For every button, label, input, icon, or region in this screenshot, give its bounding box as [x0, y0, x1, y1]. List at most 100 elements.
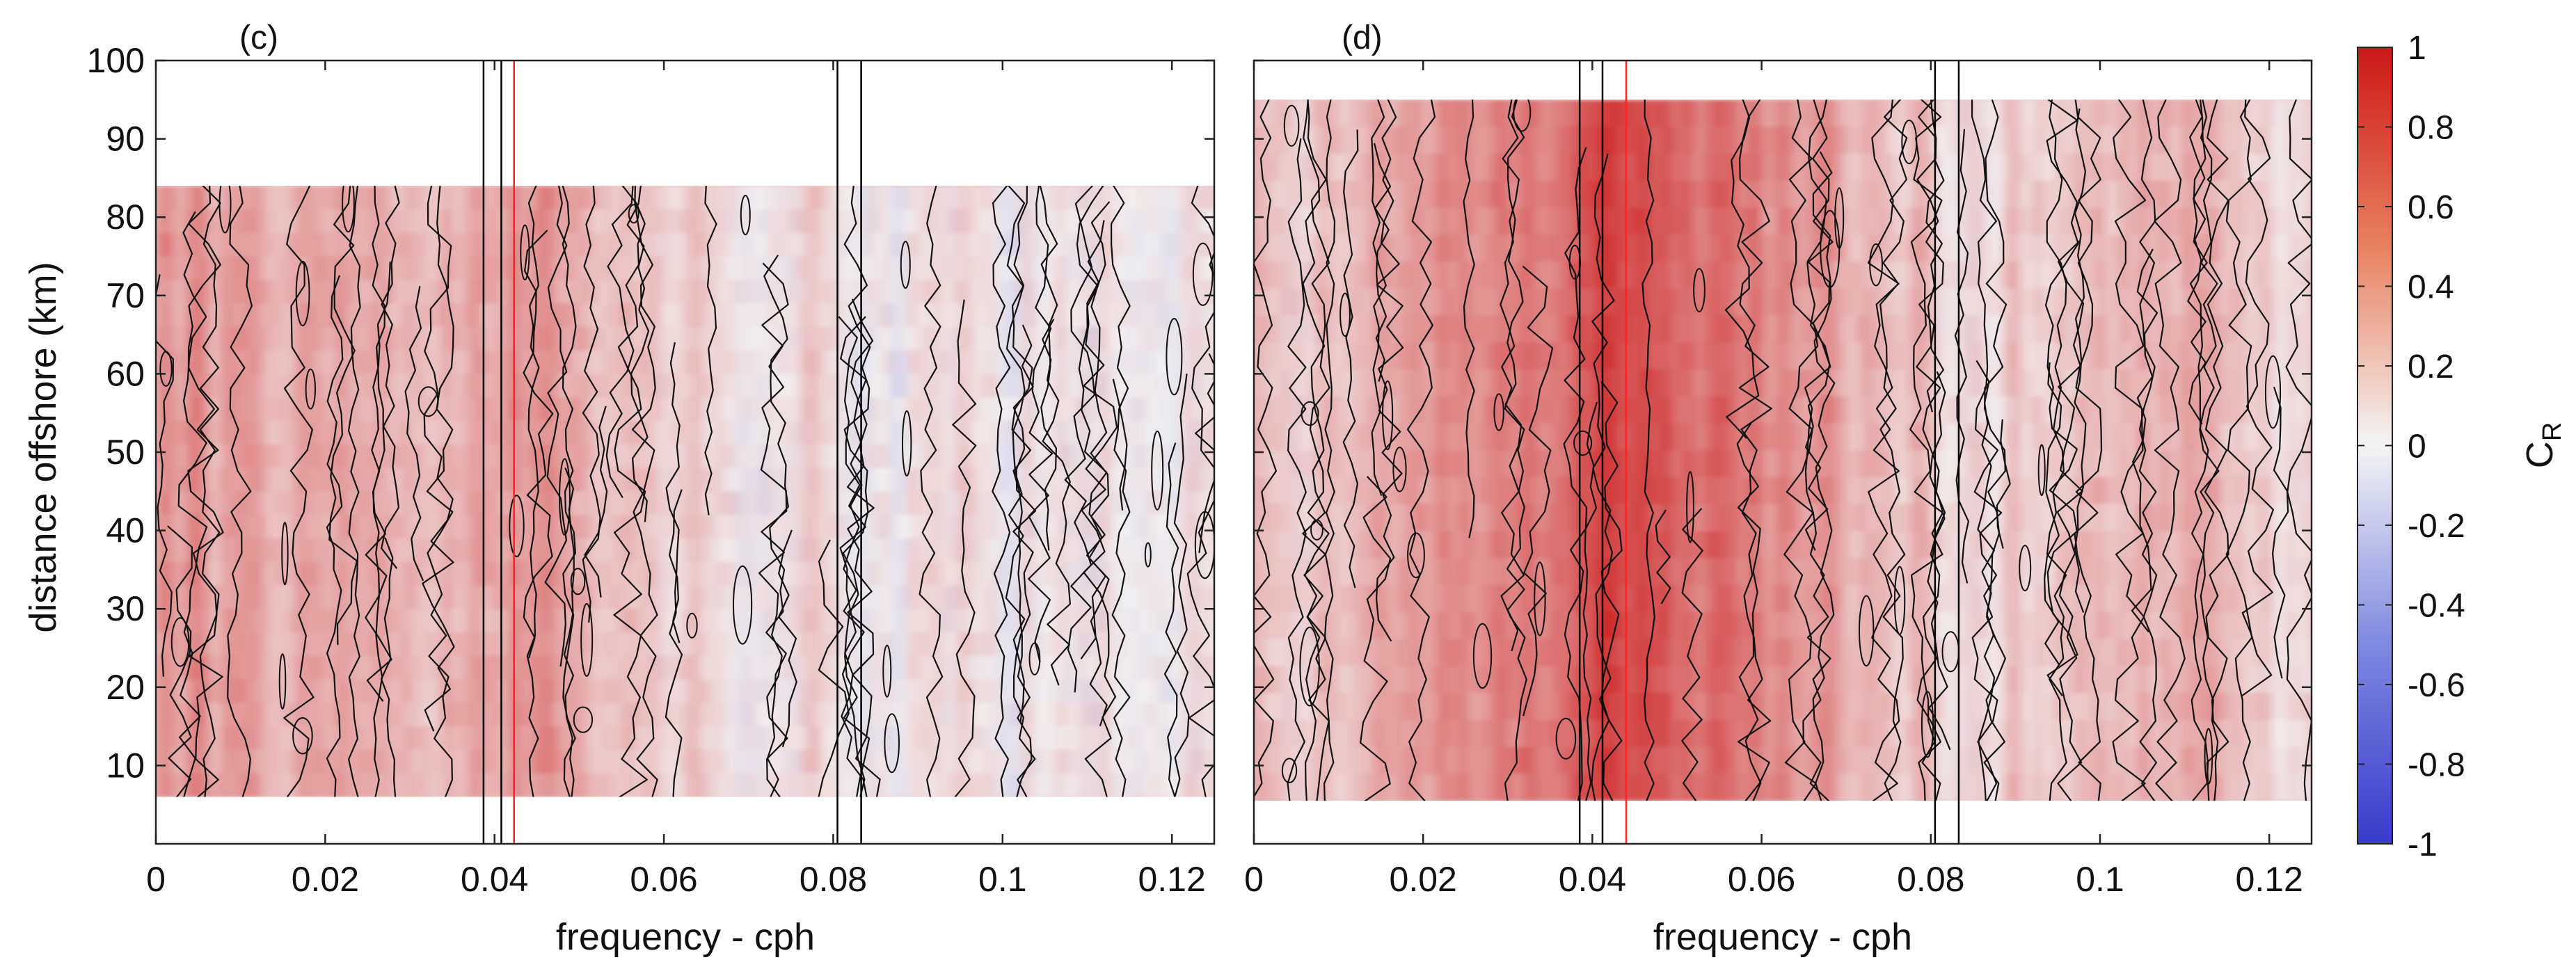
heatmap-cell	[168, 515, 173, 539]
heatmap-cell	[494, 280, 499, 305]
heatmap-cell	[252, 232, 257, 257]
heatmap-cell	[377, 609, 382, 633]
heatmap-cell	[532, 350, 536, 375]
heatmap-cell	[786, 515, 791, 539]
heatmap-cell	[903, 632, 908, 657]
heatmap-cell	[248, 632, 253, 657]
heatmap-cell	[218, 491, 223, 516]
heatmap-cell	[740, 515, 745, 539]
heatmap-cell	[607, 420, 612, 445]
heatmap-cell	[728, 749, 733, 774]
heatmap-cell	[753, 420, 758, 445]
heatmap-cell	[703, 749, 708, 774]
heatmap-cell	[686, 655, 691, 680]
heatmap-cell	[678, 467, 683, 493]
heatmap-cell	[665, 326, 670, 351]
heatmap-cell	[774, 561, 779, 586]
heatmap-cell	[315, 609, 319, 633]
heatmap-cell	[323, 467, 328, 493]
heatmap-cell	[202, 773, 207, 797]
heatmap-cell	[185, 679, 190, 704]
heatmap-cell	[874, 186, 879, 210]
heatmap-cell	[711, 256, 716, 281]
heatmap-cell	[937, 585, 941, 610]
heatmap-cell	[878, 491, 883, 516]
heatmap-cell	[202, 726, 207, 751]
heatmap-cell	[665, 773, 670, 797]
heatmap-cell	[715, 515, 720, 539]
heatmap-cell	[381, 280, 386, 305]
heatmap-cell	[745, 280, 749, 305]
heatmap-cell	[669, 350, 674, 375]
heatmap-cell	[711, 679, 716, 704]
heatmap-cell	[181, 632, 186, 657]
heatmap-cell	[628, 420, 633, 445]
heatmap-cell	[895, 491, 900, 516]
heatmap-cell	[882, 232, 887, 257]
heatmap-cell	[394, 374, 399, 399]
heatmap-cell	[740, 209, 745, 234]
heatmap-cell	[352, 326, 357, 351]
heatmap-cell	[699, 326, 703, 351]
heatmap-cell	[665, 280, 670, 305]
heatmap-cell	[231, 749, 236, 774]
heatmap-cell	[598, 232, 603, 257]
heatmap-cell	[415, 326, 420, 351]
heatmap-cell	[857, 420, 862, 445]
heatmap-cell	[912, 444, 916, 469]
heatmap-cell	[912, 655, 916, 680]
heatmap-cell	[674, 350, 678, 375]
heatmap-cell	[202, 703, 207, 728]
heatmap-cell	[573, 655, 578, 680]
heatmap-cell	[356, 561, 361, 586]
heatmap-cell	[682, 209, 687, 234]
heatmap-cell	[406, 256, 411, 281]
heatmap-cell	[861, 232, 866, 257]
heatmap-cell	[845, 232, 850, 257]
heatmap-cell	[406, 561, 411, 586]
heatmap-cell	[235, 209, 240, 234]
heatmap-cell	[928, 609, 933, 633]
heatmap-cell	[753, 326, 758, 351]
heatmap-cell	[628, 703, 633, 728]
heatmap-cell	[473, 397, 478, 422]
heatmap-cell	[540, 773, 545, 797]
heatmap-cell	[699, 397, 703, 422]
heatmap-cell	[857, 232, 862, 257]
heatmap-cell	[235, 232, 240, 257]
heatmap-cell	[193, 444, 198, 469]
heatmap-cell	[924, 703, 929, 728]
heatmap-cell	[836, 350, 841, 375]
heatmap-cell	[461, 773, 466, 797]
heatmap-cell	[745, 256, 749, 281]
heatmap-cell	[841, 726, 845, 751]
heatmap-cell	[795, 326, 800, 351]
heatmap-cell	[811, 303, 816, 328]
heatmap-cell	[732, 444, 737, 469]
heatmap-cell	[820, 420, 825, 445]
heatmap-cell	[728, 609, 733, 633]
heatmap-cell	[561, 538, 566, 563]
heatmap-cell	[949, 703, 954, 728]
heatmap-cell	[515, 232, 520, 257]
heatmap-cell	[369, 561, 374, 586]
heatmap-cell	[916, 303, 921, 328]
heatmap-cell	[703, 538, 708, 563]
heatmap-cell	[390, 326, 395, 351]
heatmap-cell	[895, 679, 900, 704]
heatmap-cell	[824, 679, 829, 704]
heatmap-cell	[206, 397, 211, 422]
heatmap-cell	[214, 186, 219, 210]
heatmap-cell	[703, 726, 708, 751]
heatmap-cell	[569, 491, 574, 516]
heatmap-cell	[728, 679, 733, 704]
heatmap-cell	[678, 655, 683, 680]
heatmap-cell	[344, 585, 349, 610]
heatmap-cell	[244, 749, 248, 774]
heatmap-cell	[394, 256, 399, 281]
heatmap-cell	[682, 326, 687, 351]
heatmap-cell	[536, 397, 541, 422]
heatmap-cell	[694, 726, 699, 751]
heatmap-cell	[816, 515, 820, 539]
heatmap-cell	[281, 209, 286, 234]
